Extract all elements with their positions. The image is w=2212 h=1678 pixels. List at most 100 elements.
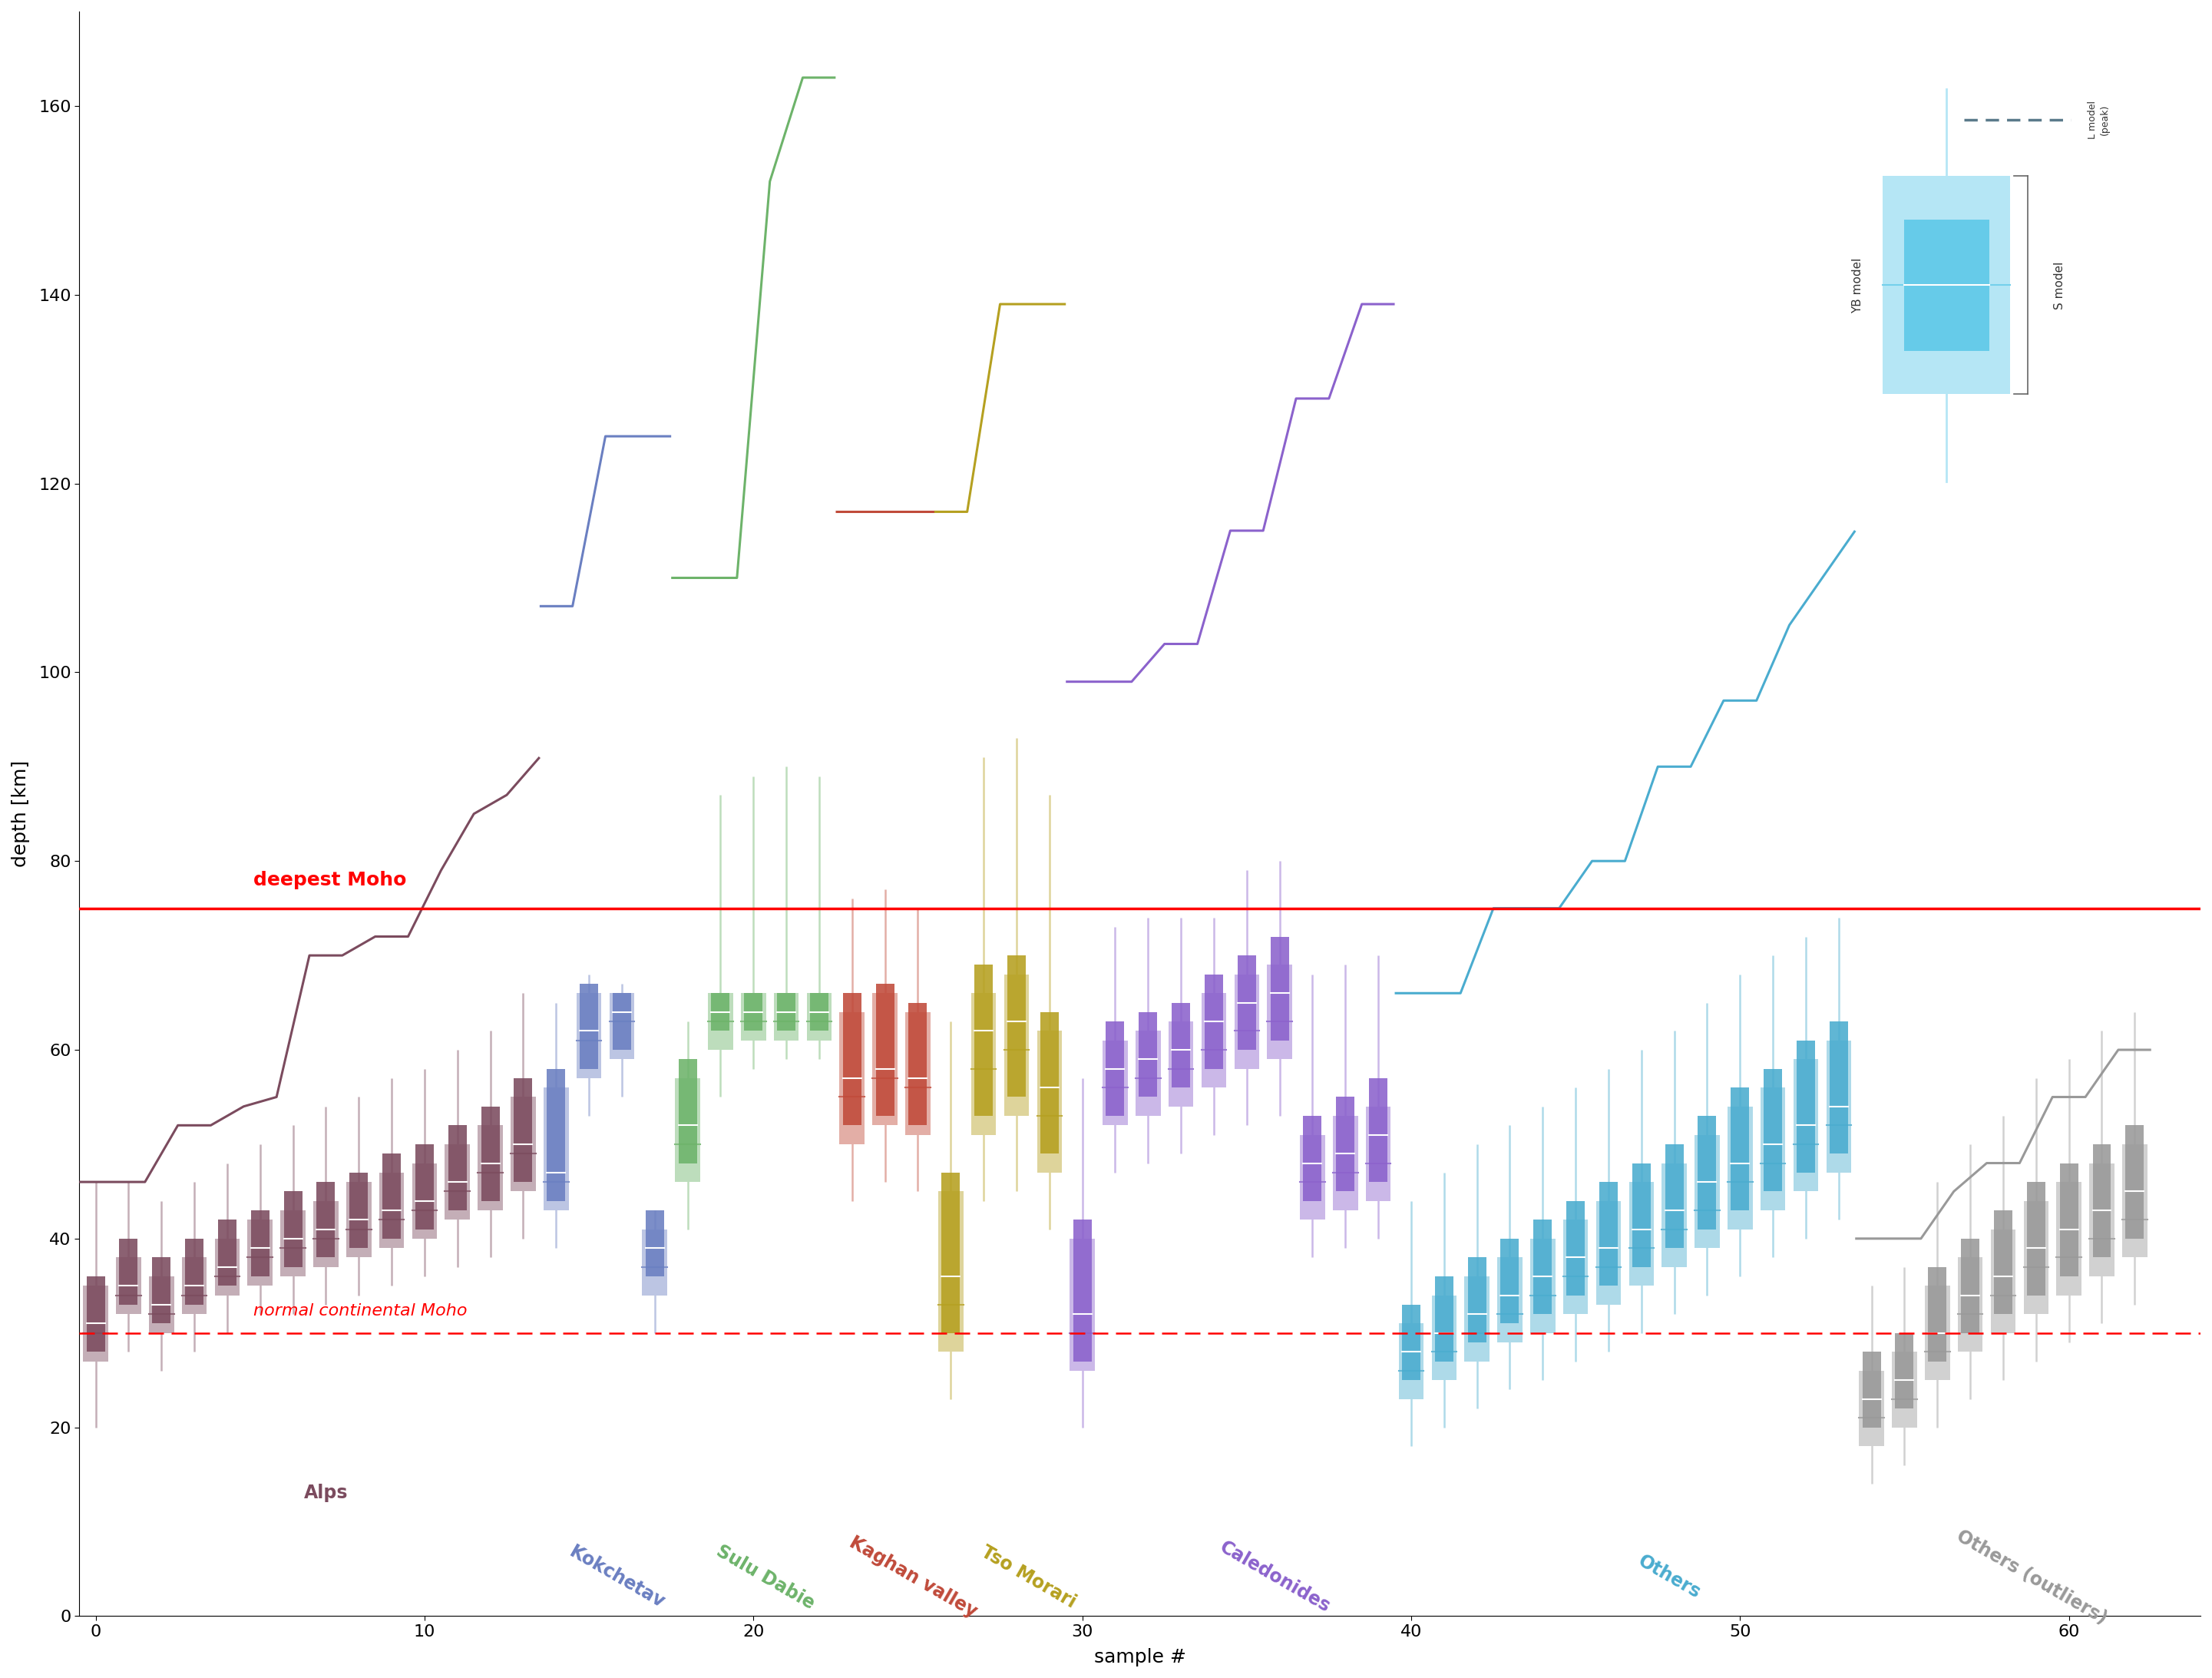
Bar — [577, 993, 602, 1079]
Bar — [215, 1238, 239, 1295]
Bar — [378, 1173, 405, 1248]
Text: Kokchetav: Kokchetav — [566, 1542, 668, 1611]
Bar — [2024, 1201, 2048, 1314]
Text: Others: Others — [1635, 1552, 1703, 1602]
Bar — [1599, 1181, 1617, 1285]
Bar — [807, 993, 832, 1040]
Bar — [841, 1012, 865, 1144]
Bar — [1962, 1238, 1980, 1332]
Bar — [1139, 1012, 1157, 1097]
Text: L model
(peak): L model (peak) — [2088, 101, 2110, 139]
Bar — [119, 1238, 137, 1305]
Bar — [1882, 176, 2011, 394]
Bar — [1829, 1022, 1847, 1154]
Bar — [544, 1087, 568, 1210]
Y-axis label: depth [km]: depth [km] — [11, 760, 31, 868]
Bar — [1666, 1144, 1683, 1248]
Bar — [971, 993, 995, 1134]
Bar — [1398, 1324, 1425, 1399]
Bar — [1206, 975, 1223, 1069]
Bar — [1566, 1201, 1584, 1295]
Bar — [411, 1163, 438, 1238]
Bar — [1071, 1238, 1095, 1371]
Bar — [1037, 1030, 1062, 1173]
Bar — [1234, 975, 1259, 1069]
Bar — [1858, 1371, 1885, 1446]
Bar — [248, 1220, 272, 1285]
Bar — [1924, 1285, 1949, 1381]
Bar — [1661, 1163, 1688, 1267]
Bar — [347, 1181, 372, 1257]
X-axis label: sample #: sample # — [1093, 1648, 1186, 1666]
Bar — [1464, 1277, 1489, 1361]
Bar — [2126, 1126, 2143, 1238]
Bar — [741, 993, 765, 1040]
Bar — [1106, 1022, 1124, 1116]
Bar — [1172, 1003, 1190, 1087]
Bar — [1431, 1295, 1455, 1381]
Text: S model: S model — [2055, 262, 2066, 309]
Bar — [1336, 1097, 1354, 1191]
Bar — [314, 1201, 338, 1267]
Bar — [1796, 1040, 1816, 1173]
Bar — [148, 1277, 175, 1332]
Bar — [511, 1097, 535, 1191]
Bar — [416, 1144, 434, 1230]
Bar — [2059, 1163, 2077, 1277]
Bar — [1073, 1220, 1091, 1361]
Bar — [1632, 1163, 1650, 1267]
Bar — [909, 1003, 927, 1126]
Bar — [283, 1191, 303, 1267]
Bar — [84, 1285, 108, 1361]
Bar — [1993, 1210, 2013, 1314]
Text: Kaghan valley: Kaghan valley — [847, 1534, 980, 1621]
Bar — [938, 1191, 962, 1352]
Bar — [1896, 1332, 1913, 1408]
Text: Tso Morari: Tso Morari — [978, 1542, 1079, 1611]
Bar — [1369, 1079, 1387, 1181]
Bar — [1102, 1040, 1128, 1126]
Bar — [1500, 1238, 1520, 1324]
Bar — [316, 1181, 334, 1257]
Bar — [1991, 1230, 2015, 1332]
Bar — [2121, 1144, 2148, 1257]
Bar — [1761, 1087, 1785, 1210]
Bar — [449, 1126, 467, 1210]
Text: YB model: YB model — [1851, 257, 1865, 314]
Text: deepest Moho: deepest Moho — [254, 871, 407, 889]
Bar — [1498, 1257, 1522, 1342]
Bar — [1168, 1022, 1194, 1106]
Bar — [1863, 1352, 1880, 1428]
Bar — [608, 993, 635, 1059]
Bar — [1827, 1040, 1851, 1173]
Bar — [219, 1220, 237, 1285]
Bar — [2093, 1144, 2110, 1257]
Bar — [613, 993, 630, 1050]
Bar — [153, 1257, 170, 1324]
Bar — [181, 1257, 206, 1314]
Bar — [1402, 1305, 1420, 1381]
Bar — [1135, 1030, 1161, 1116]
Bar — [1905, 220, 1989, 351]
Bar — [774, 993, 799, 1040]
Bar — [876, 983, 894, 1116]
Bar — [1763, 1069, 1783, 1191]
Bar — [1237, 955, 1256, 1050]
Bar — [1334, 1116, 1358, 1210]
Bar — [1436, 1277, 1453, 1361]
Bar — [1728, 1106, 1752, 1230]
Bar — [1564, 1220, 1588, 1314]
Bar — [1270, 936, 1290, 1040]
Bar — [1533, 1220, 1553, 1314]
Bar — [646, 1210, 664, 1277]
Bar — [1365, 1106, 1391, 1201]
Bar — [1730, 1087, 1750, 1210]
Bar — [776, 993, 796, 1030]
Bar — [1628, 1181, 1655, 1285]
Bar — [445, 1144, 469, 1220]
Bar — [2090, 1163, 2115, 1277]
Text: Alps: Alps — [303, 1483, 347, 1502]
Bar — [480, 1106, 500, 1201]
Bar — [1004, 975, 1029, 1116]
Bar — [349, 1173, 367, 1248]
